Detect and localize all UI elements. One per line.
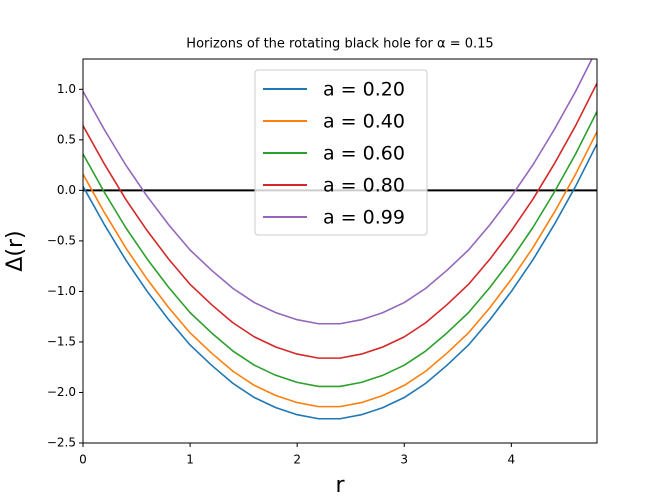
legend-label: a = 0.99 [323, 207, 405, 229]
series-line [83, 59, 593, 325]
legend-label: a = 0.60 [323, 143, 405, 165]
y-tick-label: −1.5 [47, 334, 76, 348]
x-tick-label: 2 [293, 453, 301, 467]
series-line [83, 111, 597, 388]
y-axis-label: Δ(r) [3, 230, 28, 271]
series-line [83, 143, 597, 420]
legend-label: a = 0.80 [323, 175, 405, 197]
x-tick-label: 4 [508, 453, 516, 467]
chart-title: Horizons of the rotating black hole for … [186, 37, 493, 52]
legend-box [254, 69, 428, 236]
y-tick-label: −2.0 [47, 385, 76, 399]
legend-label: a = 0.40 [323, 111, 405, 133]
series-line [83, 131, 597, 408]
x-tick-label: 0 [79, 453, 87, 467]
x-tick-label: 3 [400, 453, 408, 467]
y-tick-label: 1.0 [57, 82, 76, 96]
y-tick-label: −1.0 [47, 284, 76, 298]
x-axis-label: r [335, 473, 345, 498]
legend-label: a = 0.20 [323, 79, 405, 101]
x-tick-label: 1 [186, 453, 194, 467]
axes-frame [82, 58, 598, 444]
y-tick-label: −2.5 [47, 436, 76, 450]
y-tick-label: 0.5 [57, 132, 76, 146]
y-tick-label: −0.5 [47, 233, 76, 247]
series-line [83, 82, 597, 359]
y-tick-label: 0.0 [57, 183, 76, 197]
